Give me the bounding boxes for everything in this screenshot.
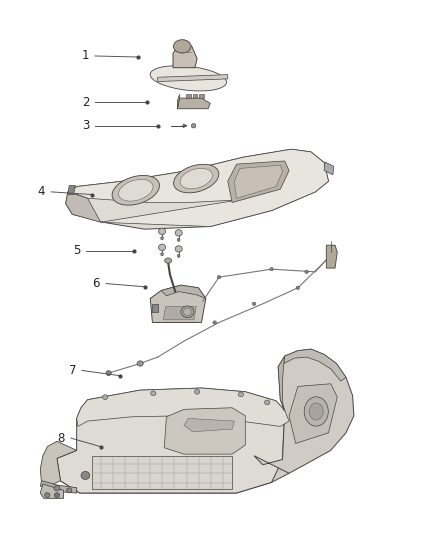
Ellipse shape <box>119 180 153 201</box>
Polygon shape <box>193 94 197 98</box>
Polygon shape <box>68 185 75 195</box>
Text: 7: 7 <box>68 364 76 377</box>
Polygon shape <box>324 162 334 175</box>
Polygon shape <box>40 484 64 498</box>
Ellipse shape <box>173 164 219 193</box>
Ellipse shape <box>304 397 328 426</box>
Ellipse shape <box>180 168 212 189</box>
Text: 5: 5 <box>73 244 80 257</box>
Ellipse shape <box>191 124 196 128</box>
Polygon shape <box>57 388 285 493</box>
Polygon shape <box>199 94 204 98</box>
Ellipse shape <box>177 254 180 257</box>
Polygon shape <box>228 161 289 203</box>
Ellipse shape <box>54 486 60 491</box>
Polygon shape <box>186 94 191 98</box>
Polygon shape <box>284 349 346 381</box>
Polygon shape <box>278 356 285 410</box>
Ellipse shape <box>151 391 156 395</box>
Text: 4: 4 <box>38 185 46 198</box>
Polygon shape <box>70 149 328 227</box>
Polygon shape <box>150 285 206 322</box>
Polygon shape <box>158 75 228 82</box>
Ellipse shape <box>165 258 172 263</box>
Polygon shape <box>40 441 77 486</box>
Ellipse shape <box>102 394 108 400</box>
Polygon shape <box>66 192 101 222</box>
Text: 2: 2 <box>81 96 89 109</box>
Polygon shape <box>161 285 206 298</box>
Ellipse shape <box>175 246 182 252</box>
Text: 1: 1 <box>81 50 89 62</box>
Ellipse shape <box>181 306 194 318</box>
Ellipse shape <box>159 244 166 251</box>
Polygon shape <box>177 98 210 109</box>
Polygon shape <box>152 304 158 312</box>
Ellipse shape <box>213 321 216 324</box>
Polygon shape <box>289 384 337 443</box>
Polygon shape <box>177 94 180 109</box>
Polygon shape <box>77 388 289 426</box>
Ellipse shape <box>305 270 308 273</box>
Ellipse shape <box>159 228 166 235</box>
Ellipse shape <box>45 492 50 498</box>
Ellipse shape <box>106 371 111 375</box>
Ellipse shape <box>81 471 90 480</box>
Polygon shape <box>40 481 77 493</box>
Ellipse shape <box>177 238 180 241</box>
Text: 6: 6 <box>92 277 100 290</box>
Polygon shape <box>173 40 197 68</box>
Polygon shape <box>57 450 289 493</box>
Ellipse shape <box>150 66 226 91</box>
Polygon shape <box>326 245 337 268</box>
Polygon shape <box>92 456 232 489</box>
Polygon shape <box>254 349 354 473</box>
Polygon shape <box>164 408 245 454</box>
Ellipse shape <box>265 400 270 405</box>
Ellipse shape <box>112 175 159 205</box>
Ellipse shape <box>296 286 300 289</box>
Polygon shape <box>66 149 328 229</box>
Text: 3: 3 <box>82 119 89 132</box>
Ellipse shape <box>194 389 200 394</box>
Ellipse shape <box>67 488 72 492</box>
Ellipse shape <box>238 392 244 397</box>
Polygon shape <box>163 306 196 320</box>
Ellipse shape <box>184 308 191 316</box>
Polygon shape <box>184 418 234 432</box>
Ellipse shape <box>137 361 143 366</box>
Ellipse shape <box>309 403 323 420</box>
Polygon shape <box>234 165 283 198</box>
Ellipse shape <box>161 237 163 240</box>
Ellipse shape <box>217 276 221 279</box>
Text: 8: 8 <box>58 432 65 445</box>
Ellipse shape <box>54 492 60 498</box>
Ellipse shape <box>175 230 182 236</box>
Ellipse shape <box>173 39 191 53</box>
Ellipse shape <box>252 302 256 305</box>
Ellipse shape <box>161 253 163 256</box>
Ellipse shape <box>270 268 273 271</box>
